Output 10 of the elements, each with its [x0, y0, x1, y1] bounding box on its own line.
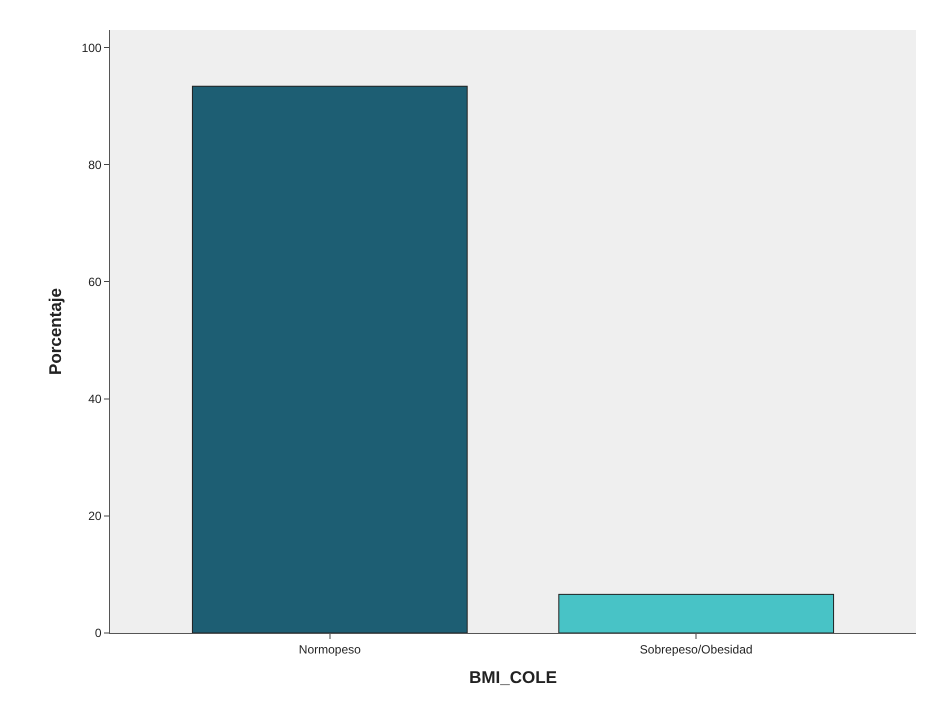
- y-tick-label: 80: [88, 158, 102, 172]
- y-tick-label: 20: [88, 509, 102, 524]
- y-tick-label: 0: [94, 626, 102, 640]
- y-tick-label: 40: [88, 392, 102, 406]
- x-axis-title: BMI_COLE: [469, 668, 557, 687]
- y-axis-title: Porcentaje: [46, 288, 66, 375]
- y-tick-label: 100: [82, 40, 102, 55]
- y-tick-label: 60: [88, 274, 102, 289]
- x-tick-label: Sobrepeso/Obesidad: [640, 642, 753, 656]
- x-tick-label: Normopeso: [298, 642, 362, 656]
